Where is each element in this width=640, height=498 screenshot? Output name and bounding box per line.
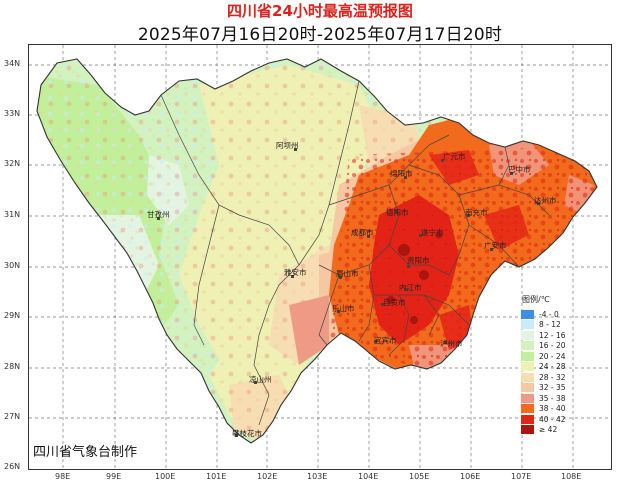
legend-label: 35 - 38: [539, 393, 566, 403]
legend-swatch: [521, 393, 534, 403]
legend-item: 12 - 16: [521, 330, 575, 341]
lon-label-98e: 98E: [55, 472, 71, 481]
lon-label-107e: 107E: [511, 472, 532, 481]
legend-item: 40 - 42: [521, 414, 575, 425]
legend-label: ≥ 42: [539, 425, 558, 435]
legend-swatch: [521, 320, 534, 330]
map-subtitle: 2025年07月16日20时-2025年07月17日20时: [137, 25, 503, 45]
legend-label: 40 - 42: [539, 414, 566, 424]
legend-swatch: [521, 383, 534, 393]
legend-label: 20 - 24: [539, 351, 566, 361]
legend-item: 28 - 32: [521, 372, 575, 383]
city-label-meishan: 眉山市: [336, 269, 359, 278]
legend-label: 32 - 35: [539, 383, 566, 393]
lon-label-99e: 99E: [106, 472, 122, 481]
city-label-bazhong: 巴中市: [508, 165, 531, 174]
legend-item: 32 - 35: [521, 383, 575, 394]
lon-label-100e: 100E: [155, 472, 176, 481]
legend-label: 8 - 12: [539, 320, 561, 330]
legend-swatch: [521, 372, 534, 382]
sichuan-temperature-map: [29, 45, 611, 469]
city-label-zigong: 自贡市: [383, 298, 406, 307]
map-title: 四川省24小时最高温预报图: [227, 2, 413, 20]
lon-label-106e: 106E: [460, 472, 481, 481]
legend-label: 16 - 20: [539, 341, 566, 351]
legend-item: 20 - 24: [521, 351, 575, 362]
lon-label-108e: 108E: [561, 472, 582, 481]
lat-label-34n: 34N: [4, 59, 21, 68]
lat-label-29n: 29N: [4, 311, 21, 320]
legend-swatch: [521, 362, 534, 372]
legend-item: 38 - 40: [521, 404, 575, 415]
legend-swatch: [521, 425, 534, 435]
legend-label: 38 - 40: [539, 404, 566, 414]
legend-label: 12 - 16: [539, 330, 566, 340]
city-label-chengdu: 成都市: [351, 228, 374, 237]
legend: 图例/℃ -4 - 0 8 - 12 12 - 16 16 - 20 20 - …: [521, 294, 575, 435]
legend-swatch: [521, 309, 534, 319]
city-label-leshan: 乐山市: [332, 304, 355, 313]
legend-swatch: [521, 414, 534, 424]
legend-swatch: [521, 330, 534, 340]
city-label-yibin: 宜宾市: [374, 336, 397, 345]
city-label-aba: 阿坝州: [276, 141, 299, 150]
city-markers: [157, 148, 540, 437]
city-label-ganzi: 甘孜州: [147, 210, 170, 219]
lat-label-32n: 32N: [4, 159, 21, 168]
province-boundary: [36, 58, 598, 444]
legend-item: 8 - 12: [521, 320, 575, 331]
city-label-mianyang: 绵阳市: [390, 169, 413, 178]
city-label-dazhou: 达州市: [534, 196, 557, 205]
city-label-ziyang: 资阳市: [407, 256, 430, 265]
lon-label-101e: 101E: [206, 472, 227, 481]
legend-label: 28 - 32: [539, 372, 566, 382]
city-label-nanchong: 南充市: [465, 208, 488, 217]
lon-label-105e: 105E: [409, 472, 430, 481]
city-label-guangan: 广安市: [484, 241, 507, 250]
lon-label-104e: 104E: [358, 472, 379, 481]
lat-label-28n: 28N: [4, 362, 21, 371]
lat-label-30n: 30N: [4, 261, 21, 270]
city-label-yaan: 雅安市: [284, 268, 307, 277]
lat-label-27n: 27N: [4, 412, 21, 421]
legend-title: 图例/℃: [522, 295, 550, 304]
map-frame: 阿坝州 甘孜州 绵阳市 广元市 巴中市 德阳市 南充市 达州市 成都市 遂宁市 …: [28, 44, 612, 470]
lon-label-102e: 102E: [257, 472, 278, 481]
legend-label: 24 - 28: [539, 362, 566, 372]
legend-item: ≥ 42: [521, 425, 575, 436]
legend-item: 24 - 28: [521, 362, 575, 373]
city-label-suining: 遂宁市: [421, 228, 444, 237]
producer-label: 四川省气象台制作: [33, 445, 138, 460]
lat-label-31n: 31N: [4, 210, 21, 219]
city-label-deyang: 德阳市: [386, 208, 409, 217]
city-label-luzhou: 泸州市: [440, 339, 463, 348]
lat-label-33n: 33N: [4, 109, 21, 118]
city-label-panzhihua: 攀枝花市: [232, 429, 262, 438]
legend-item: 35 - 38: [521, 393, 575, 404]
legend-swatch: [521, 404, 534, 414]
legend-swatch: [521, 351, 534, 361]
legend-item: -4 - 0: [521, 309, 575, 320]
lon-label-103e: 103E: [307, 472, 328, 481]
city-label-liangshan: 凉山州: [249, 375, 272, 384]
legend-label: -4 - 0: [539, 309, 559, 319]
lat-label-26n: 26N: [4, 462, 21, 471]
city-label-neijiang: 内江市: [399, 283, 422, 292]
legend-item: 16 - 20: [521, 341, 575, 352]
city-label-guangyuan: 广元市: [443, 152, 466, 161]
legend-swatch: [521, 341, 534, 351]
